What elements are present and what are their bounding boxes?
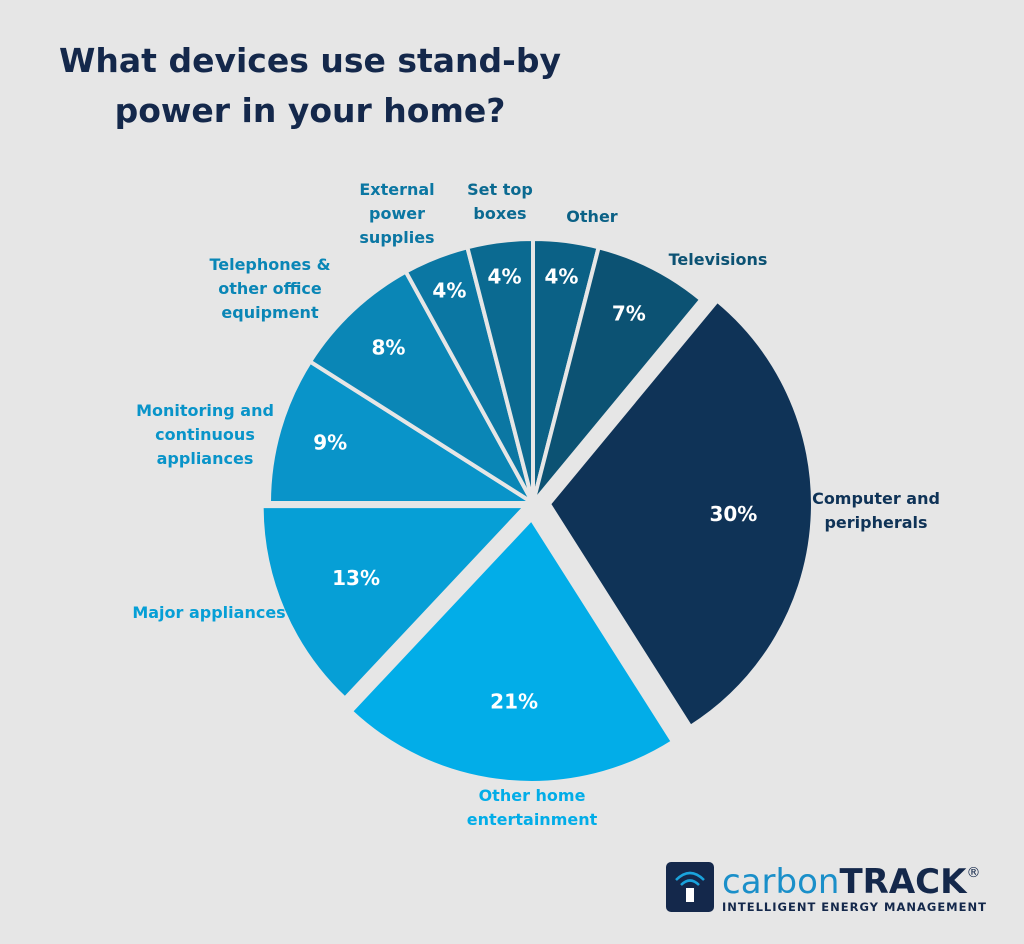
logo-light: carbon	[722, 862, 839, 902]
pie-slice	[307, 268, 535, 505]
value-label: 8%	[371, 336, 405, 360]
category-label: Other home entertainment	[466, 786, 598, 829]
value-label: 9%	[313, 431, 347, 455]
pie-slice	[347, 515, 676, 785]
pie-slice	[464, 236, 535, 504]
category-label: Computer and peripherals	[812, 489, 940, 532]
logo-icon	[666, 862, 714, 912]
pie-slice	[266, 358, 540, 505]
value-label: 4%	[544, 264, 578, 288]
value-label: 13%	[332, 566, 380, 590]
logo-tagline: INTELLIGENT ENERGY MANAGEMENT	[722, 900, 987, 914]
value-label: 30%	[709, 502, 757, 526]
value-label: 4%	[488, 264, 522, 288]
value-label: 7%	[612, 301, 646, 325]
category-label: Monitoring and continuous appliances	[136, 401, 274, 468]
value-label: 21%	[490, 689, 538, 713]
logo-text: carbonTRACK®	[722, 862, 980, 902]
pie-slice	[259, 504, 531, 702]
chart-title: What devices use stand-by power in your …	[59, 41, 561, 130]
logo-waves	[675, 871, 705, 886]
logo-plug	[686, 888, 694, 902]
category-label: Telephones & other office equipment	[209, 255, 331, 322]
category-label: Set top boxes	[467, 180, 533, 223]
logo-mark: ®	[966, 865, 980, 881]
pie-slice	[531, 244, 705, 505]
category-label: Other	[566, 207, 618, 226]
category-label: External power supplies	[359, 180, 435, 247]
category-label: Major appliances	[132, 603, 286, 622]
logo-bold: TRACK	[839, 862, 968, 902]
value-label: 4%	[432, 278, 466, 302]
category-label: Televisions	[668, 250, 768, 269]
pie-slice	[546, 297, 815, 730]
